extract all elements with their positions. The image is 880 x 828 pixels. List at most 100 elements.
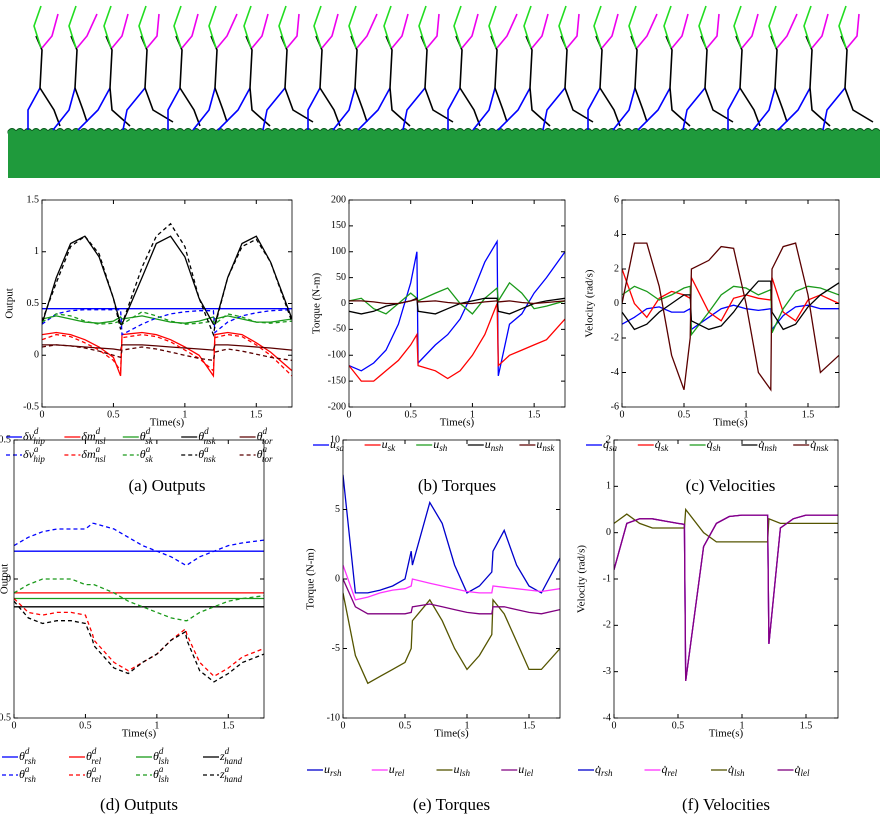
caption: (e) Torques bbox=[413, 795, 490, 814]
left-arm bbox=[558, 5, 567, 49]
series-line bbox=[614, 507, 838, 543]
plot-area bbox=[349, 239, 565, 382]
y-tick-label: 1 bbox=[606, 481, 611, 492]
plot-area bbox=[14, 522, 264, 683]
right-arm bbox=[251, 13, 269, 49]
x-axis-label: Time(s) bbox=[440, 417, 475, 429]
y-tick-label: 100 bbox=[331, 246, 346, 257]
series-line bbox=[14, 522, 264, 566]
legend-label: q̇lsh bbox=[728, 762, 745, 778]
legend-name: θ bbox=[153, 767, 159, 781]
legend-label: usk bbox=[382, 437, 397, 453]
y-tick-label: 10 bbox=[330, 434, 340, 445]
legend-label: θa lsh bbox=[153, 764, 169, 784]
legend-sub: sh bbox=[439, 443, 448, 453]
caption: (a) Outputs bbox=[129, 476, 206, 495]
series-line bbox=[42, 235, 292, 325]
x-tick-label: 1.5 bbox=[528, 409, 541, 420]
ground bbox=[8, 131, 880, 178]
y-axis-label: Velocity (rad/s) bbox=[584, 269, 596, 337]
stance-leg bbox=[612, 87, 636, 131]
axes-frame bbox=[41, 199, 293, 408]
x-tick-label: 0 bbox=[612, 720, 617, 731]
series-line bbox=[343, 578, 560, 615]
legend-name: δv bbox=[23, 429, 35, 443]
legend-label: unsk bbox=[536, 437, 555, 453]
legend-sup: d bbox=[159, 746, 164, 756]
left-arm bbox=[208, 5, 217, 49]
left-arm bbox=[803, 5, 812, 49]
x-axis-label: Time(s) bbox=[713, 417, 748, 429]
y-tick-label: -0.5 bbox=[23, 401, 39, 412]
legend-sub: nsk bbox=[542, 443, 555, 453]
legend-label: q̇sk bbox=[655, 437, 670, 453]
legend-name: δm bbox=[81, 447, 96, 461]
legend-name: z bbox=[219, 767, 225, 781]
left-arm bbox=[418, 5, 427, 49]
y-tick-label: -50 bbox=[333, 324, 346, 335]
x-axis-label: Time(s) bbox=[434, 728, 469, 740]
stance-leg bbox=[752, 87, 776, 131]
series-line bbox=[622, 242, 839, 392]
legend-name: δv bbox=[23, 447, 35, 461]
swing-leg bbox=[844, 87, 874, 123]
legend-label: θd lsh bbox=[153, 746, 169, 766]
legend-name: θ bbox=[153, 749, 159, 763]
x-tick-label: 1 bbox=[470, 409, 475, 420]
stance-leg bbox=[77, 87, 111, 131]
swing-leg bbox=[634, 87, 648, 123]
series-line bbox=[42, 344, 292, 351]
stance-leg bbox=[727, 87, 741, 130]
x-tick-label: 0 bbox=[341, 720, 346, 731]
legend-sub: tor bbox=[262, 436, 273, 446]
y-tick-label: -3 bbox=[603, 666, 611, 677]
x-tick-label: 1.5 bbox=[523, 720, 536, 731]
y-tick-label: 0.5 bbox=[0, 434, 11, 445]
legend-sub: rsh bbox=[330, 768, 342, 778]
stance-leg bbox=[587, 87, 601, 130]
legend-sub: rsh bbox=[601, 768, 613, 778]
y-tick-label: -2 bbox=[603, 620, 611, 631]
y-tick-label: -6 bbox=[611, 401, 619, 412]
legend-sup: a bbox=[159, 764, 164, 774]
swing-leg bbox=[214, 87, 228, 123]
legend-sup: a bbox=[92, 764, 97, 774]
plot-area bbox=[343, 474, 560, 685]
legend-sub: nsk bbox=[204, 436, 217, 446]
legend-name: u bbox=[536, 437, 542, 451]
left-arm bbox=[33, 5, 42, 49]
swing-leg bbox=[144, 87, 174, 123]
x-tick-label: 1 bbox=[465, 720, 470, 731]
legend-label: θa tor bbox=[257, 444, 273, 464]
y-tick-label: -100 bbox=[328, 350, 346, 361]
legend-name: u bbox=[485, 437, 491, 451]
y-axis-label: Output bbox=[4, 288, 16, 319]
y-tick-label: 5 bbox=[335, 504, 340, 515]
right-arm bbox=[531, 13, 549, 49]
legend-sub: nsl bbox=[95, 436, 106, 446]
left-arm bbox=[628, 5, 637, 49]
y-tick-label: -2 bbox=[611, 332, 619, 343]
left-arm bbox=[663, 5, 672, 49]
y-tick-label: 1 bbox=[34, 246, 39, 257]
legend-name: q̇ bbox=[707, 437, 713, 451]
legend-label: ulsh bbox=[454, 762, 471, 778]
y-tick-label: 1.5 bbox=[27, 194, 40, 205]
swing-leg bbox=[774, 87, 788, 123]
y-axis-label: Torque (N-m) bbox=[305, 548, 317, 610]
swing-leg bbox=[424, 87, 454, 123]
right-arm bbox=[426, 13, 440, 49]
y-tick-label: 150 bbox=[331, 220, 346, 231]
left-arm bbox=[488, 5, 497, 49]
x-tick-label: 1 bbox=[744, 409, 749, 420]
y-tick-label: 0.5 bbox=[27, 298, 40, 309]
legend-sub: nsl bbox=[95, 454, 106, 464]
legend-name: θ bbox=[257, 447, 263, 461]
stance-leg bbox=[52, 87, 76, 131]
legend-sub: lsh bbox=[158, 774, 169, 784]
legend-name: q̇ bbox=[728, 762, 734, 776]
legend-name: u bbox=[324, 762, 330, 776]
y-tick-label: 2 bbox=[614, 263, 619, 274]
x-tick-label: 0 bbox=[347, 409, 352, 420]
